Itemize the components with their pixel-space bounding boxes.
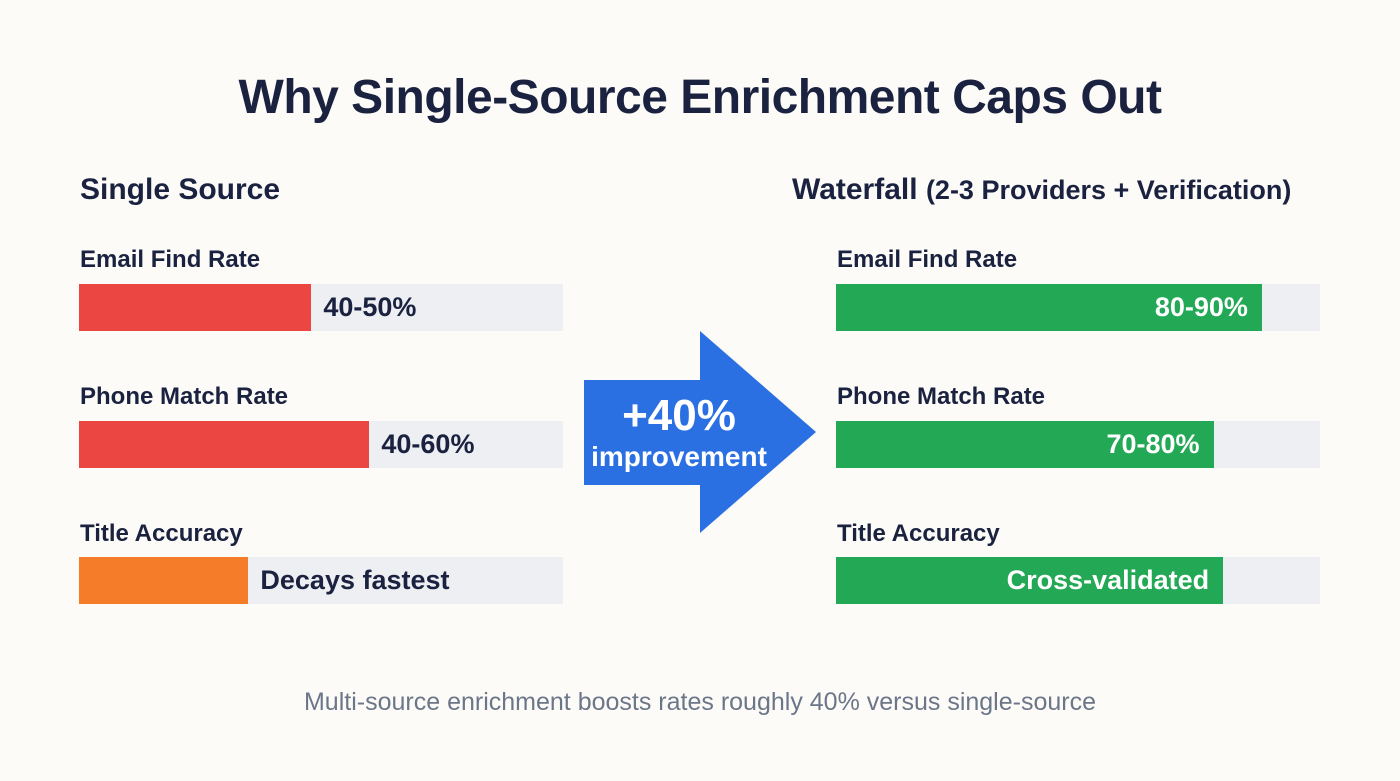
column-header-waterfall: Waterfall (2-3 Providers + Verification): [792, 172, 1291, 208]
bar-label-single-phone: Phone Match Rate: [80, 383, 289, 410]
footer-note: Multi-source enrichment boosts rates rou…: [303, 688, 1097, 716]
bar-track-single-email: 40-50%: [79, 284, 563, 331]
bar-track-waterfall-phone: 70-80%: [836, 421, 1320, 468]
column-header-single-source: Single Source: [80, 172, 280, 208]
bar-fill-single-email: [79, 284, 312, 331]
bar-track-waterfall-email: 80-90%: [836, 284, 1320, 331]
bar-fill-single-title: [79, 557, 249, 604]
bar-value-single-title: Decays fastest: [260, 565, 450, 595]
bar-label-waterfall-email: Email Find Rate: [837, 246, 1018, 273]
bar-value-waterfall-email: 80-90%: [1154, 292, 1248, 322]
bar-track-single-title: Decays fastest: [79, 557, 563, 604]
bar-track-waterfall-title: Cross-validated: [836, 557, 1320, 604]
bar-label-single-email: Email Find Rate: [80, 246, 261, 273]
bar-fill-waterfall-title: Cross-validated: [836, 557, 1224, 604]
bar-label-waterfall-title: Title Accuracy: [837, 520, 1000, 547]
bar-value-single-phone: 40-60%: [381, 429, 475, 459]
bar-value-waterfall-title: Cross-validated: [1006, 565, 1210, 595]
bar-label-waterfall-phone: Phone Match Rate: [837, 383, 1046, 410]
bar-fill-single-phone: [79, 421, 370, 468]
bar-fill-waterfall-email: 80-90%: [836, 284, 1262, 331]
bar-value-waterfall-phone: 70-80%: [1106, 429, 1200, 459]
column-header-single-source-label: Single Source: [80, 173, 281, 206]
bar-label-single-title: Title Accuracy: [80, 520, 243, 547]
column-header-waterfall-suffix: (2-3 Providers + Verification): [925, 175, 1292, 205]
column-header-waterfall-label: Waterfall: [792, 173, 918, 206]
bar-track-single-phone: 40-60%: [79, 421, 563, 468]
page-title: Why Single-Source Enrichment Caps Out: [238, 71, 1162, 124]
improvement-arrow-icon: [584, 331, 816, 533]
bar-value-single-email: 40-50%: [323, 292, 417, 322]
bar-fill-waterfall-phone: 70-80%: [836, 421, 1214, 468]
